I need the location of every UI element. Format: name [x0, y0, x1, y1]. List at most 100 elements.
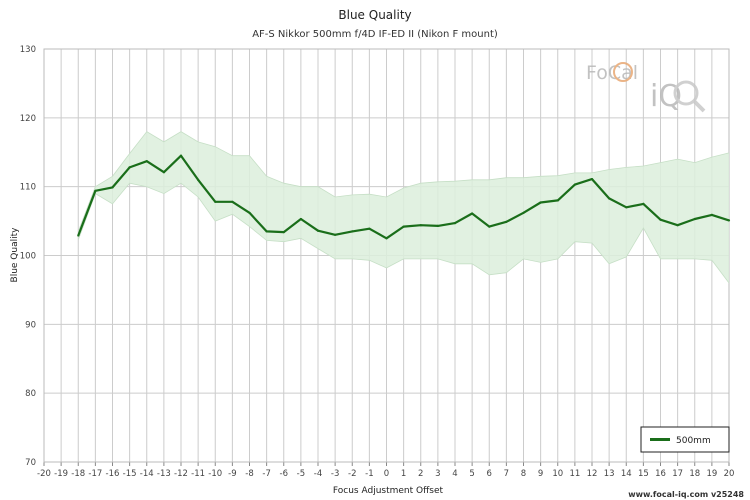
range-band [77, 131, 730, 284]
data-point [710, 213, 714, 216]
y-axis-label: Blue Quality [10, 227, 20, 283]
x-tick-label: 13 [604, 469, 615, 479]
data-point [94, 189, 97, 192]
x-tick-label: 6 [487, 469, 492, 479]
x-tick-label: -15 [123, 469, 137, 479]
data-point [162, 171, 165, 174]
x-tick-label: 9 [538, 469, 543, 479]
data-point [608, 197, 611, 200]
data-point [145, 160, 148, 163]
data-point [77, 234, 80, 237]
data-point [453, 222, 457, 225]
data-point [625, 206, 628, 209]
data-point [231, 200, 234, 203]
data-point [556, 199, 559, 202]
series-range-band [78, 131, 730, 283]
data-point [385, 237, 388, 240]
y-tick-label: 80 [25, 389, 36, 399]
data-point [659, 218, 662, 221]
data-point [590, 178, 594, 181]
y-tick-label: 130 [20, 45, 36, 55]
legend: 500mm [640, 426, 730, 453]
data-point [693, 217, 696, 221]
logo-text-top: FoCal [586, 62, 638, 84]
x-tick-label: 1 [401, 469, 406, 479]
data-point [316, 229, 320, 232]
x-tick-label: 12 [587, 469, 598, 479]
x-tick-label: -18 [71, 469, 85, 479]
x-tick-label: -13 [157, 469, 171, 479]
data-point [214, 200, 217, 203]
x-tick-label: -14 [140, 469, 154, 479]
data-point [488, 225, 491, 228]
data-point [282, 231, 285, 234]
chart-subtitle: AF-S Nikkor 500mm f/4D IF-ED II (Nikon F… [252, 29, 498, 40]
x-tick-label: -6 [280, 469, 288, 479]
x-tick-label: 2 [418, 469, 423, 479]
y-tick-label: 90 [25, 320, 36, 330]
chart-title: Blue Quality [338, 8, 411, 22]
data-point [676, 224, 679, 227]
x-tick-label: 18 [689, 469, 700, 479]
x-tick-label: 5 [469, 469, 474, 479]
legend-label: 500mm [676, 436, 711, 446]
x-tick-label: -17 [88, 469, 102, 479]
data-point [128, 166, 131, 169]
x-tick-label: -12 [174, 469, 188, 479]
x-tick-label: 20 [724, 469, 735, 479]
x-tick-label: 8 [521, 469, 526, 479]
data-point [179, 154, 183, 157]
data-point [727, 219, 731, 222]
logo-magnifier-icon [673, 80, 699, 106]
data-point [573, 183, 577, 186]
x-tick-label: -5 [297, 469, 305, 479]
y-tick-label: 100 [20, 252, 36, 262]
x-tick-label: 3 [435, 469, 440, 479]
logo-ring-icon [613, 62, 633, 82]
x-tick-label: 0 [384, 469, 389, 479]
data-point [299, 217, 302, 221]
x-tick-label: 17 [672, 469, 683, 479]
data-point [642, 202, 645, 205]
x-tick-label: -9 [228, 469, 236, 479]
x-tick-label: 11 [569, 469, 580, 479]
tick-labels: -20 -19 -18 -17 -16 -15 -14 -13 -12 -11 -10 -9 -8 -7-… [20, 45, 735, 479]
footer-credit: www.focal-iq.com v25248 [628, 490, 744, 499]
data-point [539, 201, 542, 204]
x-tick-label: 10 [552, 469, 563, 479]
data-point [522, 211, 525, 214]
y-tick-label: 120 [20, 114, 36, 124]
x-tick-label: -2 [348, 469, 356, 479]
data-point [265, 230, 268, 233]
data-point [471, 212, 474, 215]
data-point [351, 230, 354, 233]
x-tick-label: -20 [37, 469, 51, 479]
x-tick-label: -16 [106, 469, 120, 479]
data-point [368, 227, 371, 230]
band-upper-edge [77, 131, 730, 232]
band-lower-edge [77, 182, 730, 284]
x-tick-label: 15 [638, 469, 649, 479]
x-tick-label: 4 [452, 469, 457, 479]
logo-magnifier-handle [692, 99, 706, 113]
x-tick-label: -1 [365, 469, 373, 479]
x-tick-label: -4 [314, 469, 322, 479]
data-point [197, 178, 200, 181]
data-point [111, 186, 114, 189]
focal-iq-logo: FoCal iQ [586, 62, 706, 114]
x-axis-label: Focus Adjustment Offset [333, 486, 444, 496]
x-tick-label: -10 [208, 469, 222, 479]
x-tick-label: -3 [331, 469, 339, 479]
data-point [402, 225, 405, 228]
data-point [248, 211, 251, 214]
data-point [419, 224, 422, 227]
x-tick-label: 16 [655, 469, 666, 479]
x-tick-label: -19 [54, 469, 68, 479]
x-tick-label: 19 [706, 469, 717, 479]
y-tick-label: 70 [25, 458, 36, 468]
x-tick-label: -7 [262, 469, 270, 479]
x-tick-label: -11 [191, 469, 205, 479]
data-point [436, 224, 439, 227]
series-lines [77, 154, 731, 240]
